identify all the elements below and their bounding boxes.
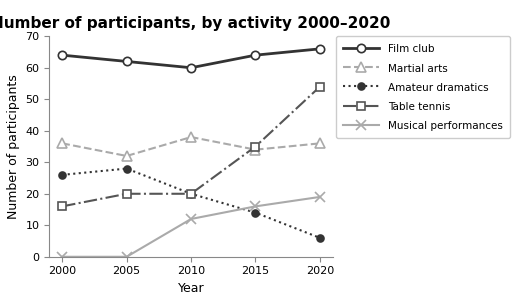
Film club <box>317 47 323 51</box>
Film club <box>123 59 130 63</box>
Line: Amateur dramatics: Amateur dramatics <box>59 165 324 241</box>
Amateur dramatics <box>252 211 259 214</box>
Musical performances <box>59 255 66 259</box>
Martial arts <box>317 142 323 145</box>
Martial arts <box>188 135 194 139</box>
Line: Table tennis: Table tennis <box>58 82 324 210</box>
Musical performances <box>317 195 323 199</box>
Y-axis label: Number of participants: Number of participants <box>7 74 20 219</box>
Amateur dramatics <box>59 173 66 177</box>
Amateur dramatics <box>317 236 323 240</box>
Martial arts <box>123 154 130 158</box>
Musical performances <box>252 204 259 208</box>
Table tennis <box>317 85 323 88</box>
Musical performances <box>123 255 130 259</box>
Amateur dramatics <box>123 167 130 170</box>
Martial arts <box>59 142 66 145</box>
X-axis label: Year: Year <box>178 282 204 295</box>
Table tennis <box>252 145 259 148</box>
Line: Film club: Film club <box>58 45 324 72</box>
Film club <box>252 53 259 57</box>
Table tennis <box>188 192 194 196</box>
Film club <box>188 66 194 69</box>
Martial arts <box>252 148 259 152</box>
Table tennis <box>59 204 66 208</box>
Legend: Film club, Martial arts, Amateur dramatics, Table tennis, Musical performances: Film club, Martial arts, Amateur dramati… <box>336 36 510 138</box>
Table tennis <box>123 192 130 196</box>
Line: Musical performances: Musical performances <box>57 192 325 262</box>
Title: Number of participants, by activity 2000–2020: Number of participants, by activity 2000… <box>0 16 391 31</box>
Film club <box>59 53 66 57</box>
Line: Martial arts: Martial arts <box>57 132 325 161</box>
Amateur dramatics <box>188 192 194 196</box>
Musical performances <box>188 217 194 221</box>
